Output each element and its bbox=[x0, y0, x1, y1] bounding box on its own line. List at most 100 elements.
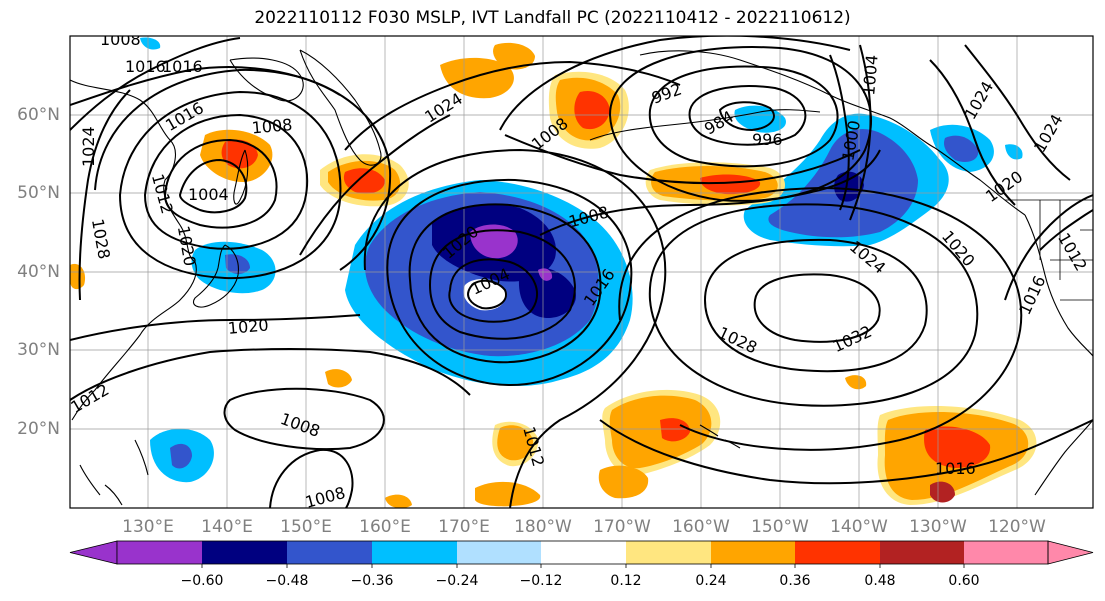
contour-1020-west bbox=[299, 114, 451, 256]
colorbar-tick-label: −0.36 bbox=[351, 573, 394, 589]
low-center-hole bbox=[463, 279, 506, 311]
contour-1008-band bbox=[504, 134, 861, 185]
pos-anomaly-east-dark bbox=[930, 481, 955, 503]
contour-high-1028 bbox=[703, 238, 928, 373]
colorbar-segment bbox=[711, 541, 795, 564]
lon-label: 120°W bbox=[988, 517, 1046, 537]
contour-1008-loop bbox=[223, 387, 385, 451]
lon-label: 130°E bbox=[122, 517, 174, 537]
contour-label: 1004 bbox=[188, 185, 229, 204]
contour-high-1016 bbox=[599, 419, 1093, 485]
contour-label: 1008 bbox=[100, 30, 141, 49]
pos-anomaly-gulf-red bbox=[700, 174, 761, 195]
contour-1016-west bbox=[70, 314, 361, 341]
colorbar-tick-label: −0.24 bbox=[436, 573, 479, 589]
contour-1012-band bbox=[539, 149, 881, 236]
coast-islands bbox=[79, 439, 149, 506]
pos-anomaly-kuril-red bbox=[343, 168, 385, 194]
neg-anomaly-coast bbox=[1005, 144, 1023, 160]
lon-label: 160°W bbox=[672, 517, 730, 537]
lon-label: 180°W bbox=[514, 517, 572, 537]
contour-label: 1004 bbox=[859, 54, 881, 96]
mslp-contours bbox=[70, 36, 1093, 508]
colorbar-segment bbox=[964, 541, 1048, 564]
pos-anomaly-bottom-left bbox=[385, 494, 412, 508]
border-states bbox=[1039, 200, 1093, 301]
contour-nw-3 bbox=[78, 89, 131, 301]
colorbar-segment bbox=[541, 541, 626, 564]
neg-anomaly-gulf-dark bbox=[834, 171, 864, 202]
lon-label: 140°W bbox=[830, 517, 888, 537]
neg-anomaly-nw bbox=[140, 37, 161, 50]
lon-label: 170°E bbox=[438, 517, 490, 537]
pos-anomaly-okhotsk bbox=[440, 57, 514, 99]
coast-na-west bbox=[1024, 214, 1093, 357]
contour-1004-gulf bbox=[849, 44, 872, 221]
colorbar-tick-label: −0.48 bbox=[266, 573, 309, 589]
colorbar-segment bbox=[880, 541, 964, 564]
contour-low-japan-2 bbox=[163, 138, 278, 229]
contour-low-center-4 bbox=[408, 203, 602, 364]
contour-low-japan-1 bbox=[178, 158, 248, 214]
colorbar-tick-label: 0.48 bbox=[864, 573, 895, 589]
contour-high-1032 bbox=[753, 273, 881, 343]
contour-1020-coast bbox=[929, 59, 1016, 206]
pos-anomaly-nw-coast bbox=[70, 263, 86, 290]
pos-anomaly-okhotsk-2 bbox=[493, 42, 535, 70]
contour-1012-west bbox=[70, 348, 471, 401]
contour-label: 1008 bbox=[251, 115, 293, 137]
contour-high-1020 bbox=[618, 186, 1023, 451]
pos-anomaly-sakhalin-red bbox=[221, 139, 258, 169]
pos-anomaly-south-bottom bbox=[475, 481, 541, 507]
contour-nw-1 bbox=[70, 66, 341, 106]
lat-axis-labels: 60°N 50°N 40°N 30°N 20°N bbox=[17, 105, 60, 439]
pos-anomaly-south-center-orange bbox=[497, 425, 534, 461]
contour-label: 1024 bbox=[79, 126, 98, 167]
contour-low-center-3 bbox=[428, 229, 576, 340]
lat-label: 20°N bbox=[17, 419, 60, 439]
lon-label: 160°E bbox=[359, 517, 411, 537]
neg-anomaly-core bbox=[470, 224, 518, 259]
coast-okhotsk bbox=[229, 57, 304, 102]
colorbar-segment bbox=[372, 541, 457, 564]
map-title: 2022110112 F030 MSLP, IVT Landfall PC (2… bbox=[254, 8, 851, 28]
colorbar-tick-label: −0.60 bbox=[181, 573, 224, 589]
contour-low-bering-1 bbox=[718, 101, 775, 132]
pos-anomaly-hawaii-red bbox=[660, 418, 690, 442]
lon-label: 150°E bbox=[280, 517, 332, 537]
pos-anomaly-east-small bbox=[845, 375, 867, 390]
colorbar-extend-max bbox=[1047, 540, 1094, 565]
colorbar-tick-label: 0.60 bbox=[948, 573, 979, 589]
neg-anomaly-se-japan-dark bbox=[170, 443, 192, 469]
colorbar-extend-min bbox=[69, 540, 118, 565]
lat-label: 30°N bbox=[17, 340, 60, 360]
colorbar-segment bbox=[117, 541, 202, 564]
colorbar-segment bbox=[457, 541, 541, 564]
contour-low-bering-3 bbox=[648, 65, 839, 168]
pos-anomaly-kam-red bbox=[574, 90, 610, 130]
colorbar-tick-label: 0.12 bbox=[610, 573, 641, 589]
coast-japan bbox=[192, 244, 239, 308]
colorbar-segment bbox=[202, 541, 287, 564]
lon-label: 150°W bbox=[751, 517, 809, 537]
lon-axis-labels: 130°E 140°E 150°E 160°E 170°E 180°W 170°… bbox=[122, 517, 1046, 537]
contour-low-center-2 bbox=[448, 258, 539, 323]
colorbar-border bbox=[116, 540, 1049, 565]
colorbar-segment bbox=[287, 541, 372, 564]
contour-label: 1020 bbox=[227, 315, 269, 337]
coast-asia bbox=[70, 79, 197, 421]
lat-label: 60°N bbox=[17, 105, 60, 125]
contour-low-japan-3 bbox=[143, 113, 309, 250]
pos-anomaly-small-1 bbox=[325, 369, 352, 388]
neg-anomaly-mid bbox=[595, 295, 623, 321]
contour-nw-2 bbox=[70, 37, 241, 131]
contour-1024-north bbox=[344, 60, 681, 151]
neg-anomaly-core-2 bbox=[538, 268, 553, 281]
contour-label: 1016 bbox=[125, 57, 166, 76]
lat-label: 40°N bbox=[17, 262, 60, 282]
contour-low-bering-2 bbox=[688, 85, 807, 146]
colorbar bbox=[69, 540, 1094, 568]
coast-mexico bbox=[1034, 419, 1093, 496]
contour-1024-coast bbox=[964, 44, 1071, 181]
